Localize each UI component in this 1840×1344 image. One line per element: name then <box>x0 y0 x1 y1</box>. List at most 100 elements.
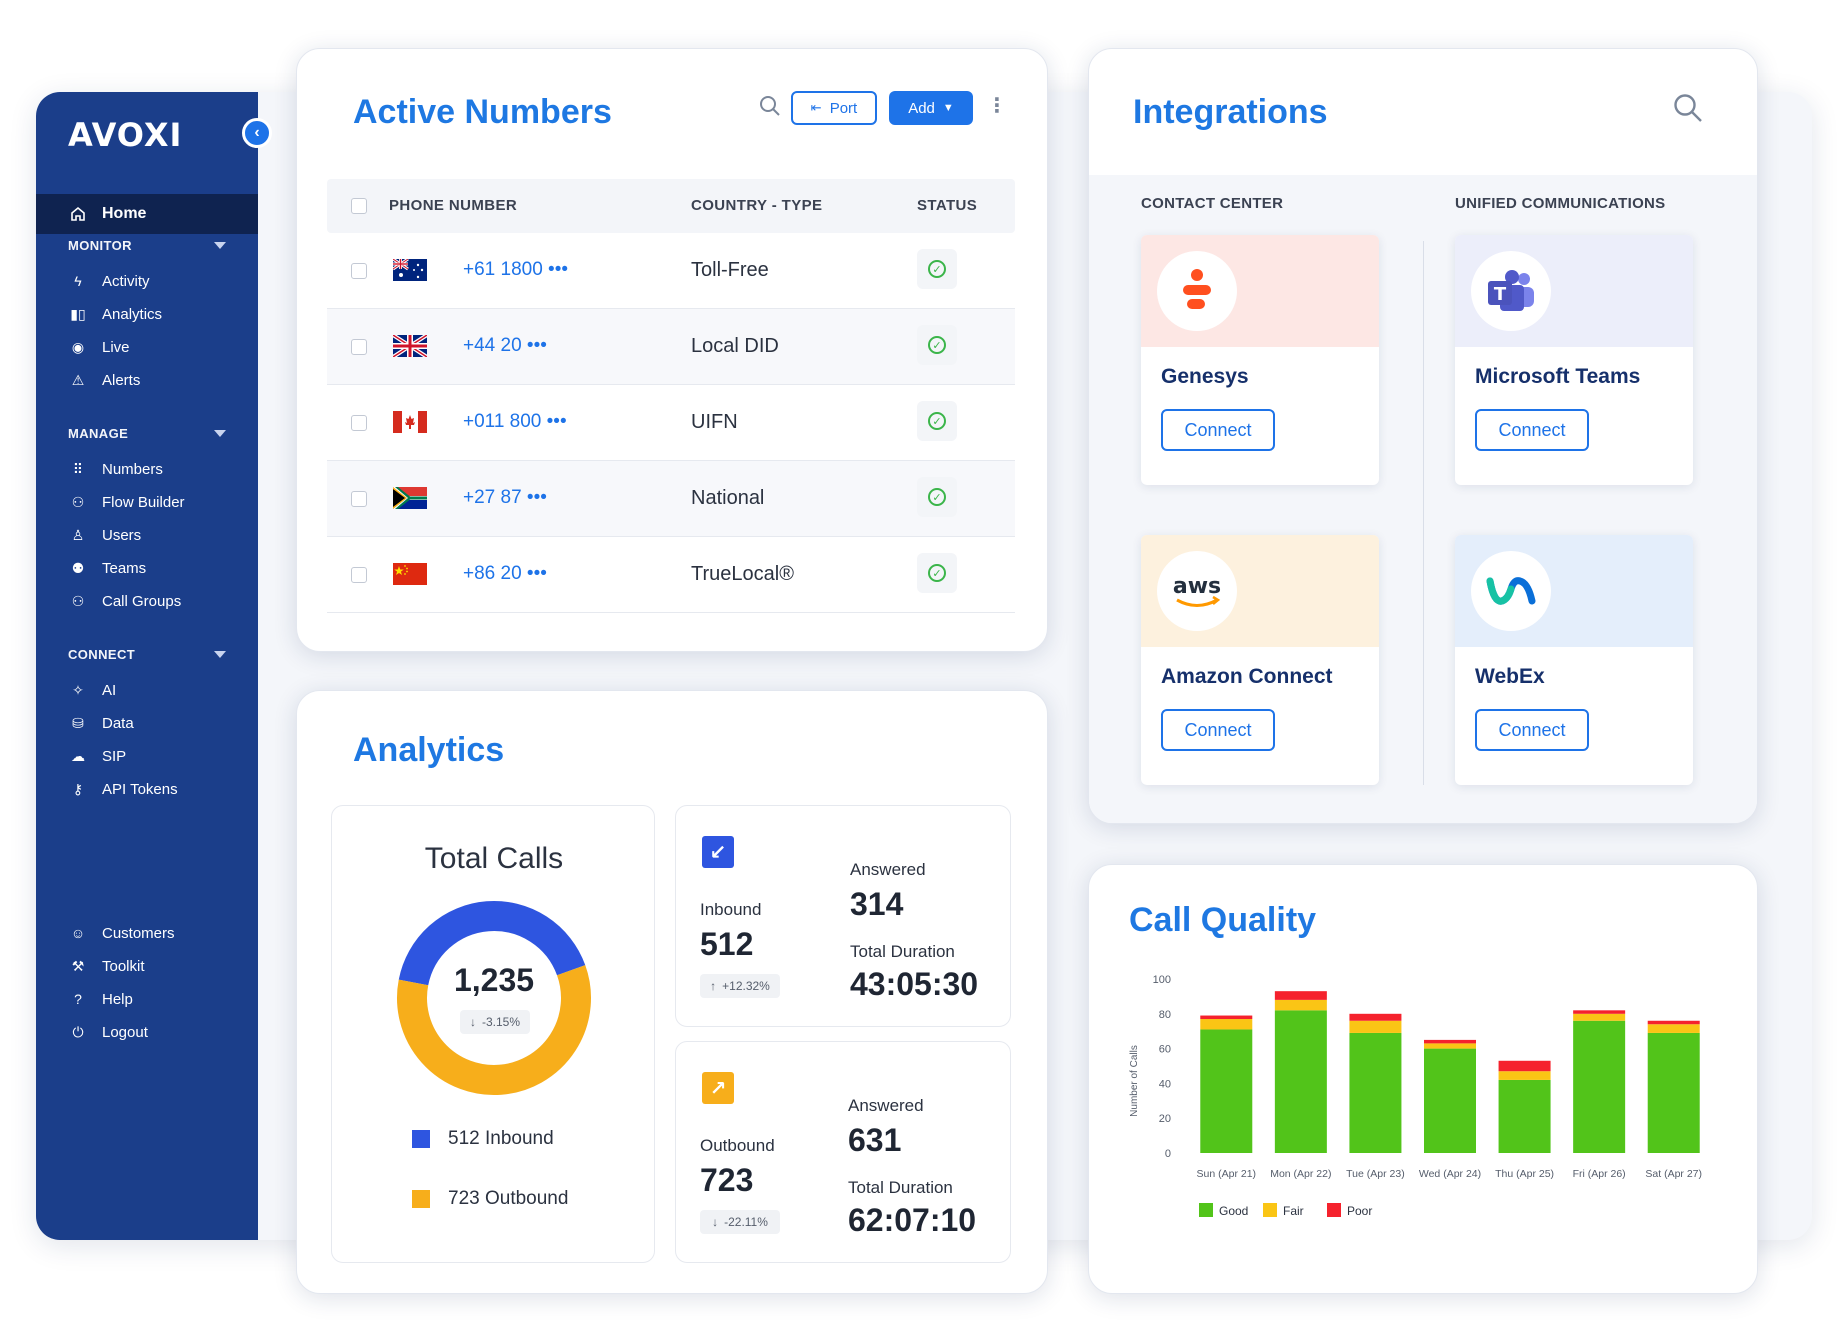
legend-swatch-fair <box>1263 1203 1277 1217</box>
phone-number[interactable]: +27 87 ••• <box>463 487 547 508</box>
inbound-answered-label: Answered <box>850 860 926 879</box>
x-tick-label: Mon (Apr 22) <box>1270 1168 1331 1180</box>
help-icon: ? <box>74 991 82 1007</box>
sidebar-item-logout[interactable]: ⏻ Logout <box>68 1019 147 1045</box>
table-row[interactable]: +011 800 ••• UIFN ✓ <box>327 385 1015 461</box>
x-tick-label: Sat (Apr 27) <box>1645 1168 1702 1180</box>
sidebar-item-activity[interactable]: ϟ Activity <box>68 268 149 294</box>
bar-good-0 <box>1200 1029 1253 1153</box>
add-button[interactable]: Add ▼ <box>889 91 973 125</box>
monitor-caret-icon[interactable] <box>214 242 226 249</box>
select-all-checkbox[interactable] <box>351 198 367 214</box>
bar-chart-icon: ▮▯ <box>70 305 86 322</box>
sidebar-item-data[interactable]: ⛁ Data <box>68 710 134 736</box>
avoxi-logo: AVOXI <box>68 116 183 154</box>
port-button[interactable]: ⇤ Port <box>791 91 877 125</box>
legend-swatch-good <box>1199 1203 1213 1217</box>
sidebar-item-customers[interactable]: ☺ Customers <box>68 920 175 946</box>
teams-t-glyph: T <box>1494 284 1507 305</box>
inbound-stats-panel: ↙ Inbound 512 ↑ +12.32% Answered 314 Tota… <box>675 805 1011 1027</box>
row-checkbox[interactable] <box>351 263 367 279</box>
team-icon: ⚉ <box>71 559 85 576</box>
webex-connect-button[interactable]: Connect <box>1475 709 1589 751</box>
total-calls-change-badge: ↓ -3.15% <box>460 1010 530 1034</box>
integration-card-genesys: Genesys Connect <box>1141 235 1379 485</box>
bar-poor-5 <box>1573 1010 1626 1014</box>
more-options-icon[interactable]: ⋮ <box>987 95 1007 117</box>
table-row[interactable]: +44 20 ••• Local DID ✓ <box>327 309 1015 385</box>
port-icon: ⇤ <box>810 100 822 115</box>
phone-number[interactable]: +44 20 ••• <box>463 335 547 356</box>
inbound-duration-value: 43:05:30 <box>850 966 979 1002</box>
sidebar-item-sip[interactable]: ☁ SIP <box>68 743 126 769</box>
call-quality-bar-chart: 0 20 40 60 80 100 Number of Calls Sun (Apr 21… <box>1129 974 1702 1218</box>
sidebar-item-ai[interactable]: ✧ AI <box>68 677 116 703</box>
bar-fair-5 <box>1573 1013 1626 1021</box>
x-tick-label: Wed (Apr 24) <box>1419 1168 1481 1180</box>
row-checkbox[interactable] <box>351 567 367 583</box>
phone-number[interactable]: +86 20 ••• <box>463 563 547 584</box>
arrow-down-icon: ↓ <box>712 1215 719 1229</box>
inbound-duration-label: Total Duration <box>850 942 955 961</box>
manage-caret-icon[interactable] <box>214 430 226 437</box>
call-quality-title: Call Quality <box>1129 901 1317 939</box>
status-active-badge: ✓ <box>917 401 957 441</box>
sidebar-item-live[interactable]: ◉ Live <box>68 334 130 360</box>
bar-poor-4 <box>1498 1060 1551 1072</box>
phone-number[interactable]: +011 800 ••• <box>463 411 567 432</box>
integrations-header: Integrations <box>1089 49 1757 175</box>
outbound-stats-panel: ↗ Outbound 723 ↓ -22.11% Answered 631 Tot… <box>675 1041 1011 1263</box>
dialpad-icon: ⠿ <box>72 460 84 477</box>
search-icon[interactable] <box>1673 93 1703 128</box>
arrow-up-icon: ↑ <box>710 979 717 993</box>
y-tick-label: 40 <box>1159 1078 1171 1090</box>
table-row[interactable]: +27 87 ••• National ✓ <box>327 461 1015 537</box>
genesys-logo-icon <box>1157 251 1237 331</box>
aws-logo-icon: aws <box>1157 551 1237 631</box>
table-row[interactable]: +86 20 ••• TrueLocal® ✓ <box>327 537 1015 613</box>
row-checkbox[interactable] <box>351 415 367 431</box>
microsoft-teams-connect-button[interactable]: Connect <box>1475 409 1589 451</box>
sidebar-item-alerts[interactable]: ⚠ Alerts <box>68 367 141 393</box>
sidebar-item-api-tokens[interactable]: ⚷ API Tokens <box>68 776 178 802</box>
bar-poor-6 <box>1647 1020 1700 1025</box>
sidebar-item-home[interactable]: Home <box>36 194 258 234</box>
sidebar-item-analytics[interactable]: ▮▯ Analytics <box>68 301 162 327</box>
cloud-icon: ☁ <box>71 747 85 764</box>
analytics-card: Analytics Total Calls 1,235 ↓ -3.15% 512 … <box>296 690 1048 1294</box>
connect-caret-icon[interactable] <box>214 651 226 658</box>
sidebar-item-call-groups[interactable]: ⚇ Call Groups <box>68 588 181 614</box>
donut-slice-inbound <box>398 901 586 986</box>
search-icon[interactable] <box>759 95 781 123</box>
collapse-sidebar-button[interactable]: ‹ <box>242 118 272 148</box>
sidebar-item-help[interactable]: ? Help <box>68 986 133 1012</box>
row-checkbox[interactable] <box>351 491 367 507</box>
integration-card-microsoft-teams: T Microsoft Teams Connect <box>1455 235 1693 485</box>
database-icon: ⛁ <box>72 714 84 731</box>
sidebar: AVOXI ‹ Home MONITOR ϟ Activity ▮▯ Analyti… <box>36 92 272 1240</box>
key-icon: ⚷ <box>72 780 84 797</box>
legend-outbound-label: 723 Outbound <box>448 1188 569 1209</box>
sidebar-item-flow-builder[interactable]: ⚇ Flow Builder <box>68 489 185 515</box>
sidebar-item-toolkit[interactable]: ⚒ Toolkit <box>68 953 145 979</box>
phone-number[interactable]: +61 1800 ••• <box>463 259 569 280</box>
china-flag-icon <box>393 563 427 585</box>
active-numbers-card: Active Numbers ⇤ Port Add ▼ ⋮ PHONE NUMBER… <box>296 48 1048 652</box>
status-active-badge: ✓ <box>917 249 957 289</box>
sidebar-item-numbers[interactable]: ⠿ Numbers <box>68 456 163 482</box>
column-country-type: COUNTRY - TYPE <box>691 197 823 214</box>
sidebar-item-teams[interactable]: ⚉ Teams <box>68 555 146 581</box>
amazon-connect-connect-button[interactable]: Connect <box>1161 709 1275 751</box>
table-row[interactable]: +61 1800 ••• Toll-Free ✓ <box>327 233 1015 309</box>
webex-name: WebEx <box>1475 665 1545 688</box>
bar-fair-4 <box>1498 1071 1551 1080</box>
legend-outbound-swatch <box>412 1190 430 1208</box>
row-checkbox[interactable] <box>351 339 367 355</box>
genesys-connect-button[interactable]: Connect <box>1161 409 1275 451</box>
live-icon: ◉ <box>71 338 85 355</box>
bar-good-6 <box>1647 1032 1700 1153</box>
bar-poor-2 <box>1349 1013 1402 1021</box>
sidebar-item-users[interactable]: ♙ Users <box>68 522 141 548</box>
country-type: Local DID <box>691 335 779 357</box>
country-type: Toll-Free <box>691 259 769 281</box>
